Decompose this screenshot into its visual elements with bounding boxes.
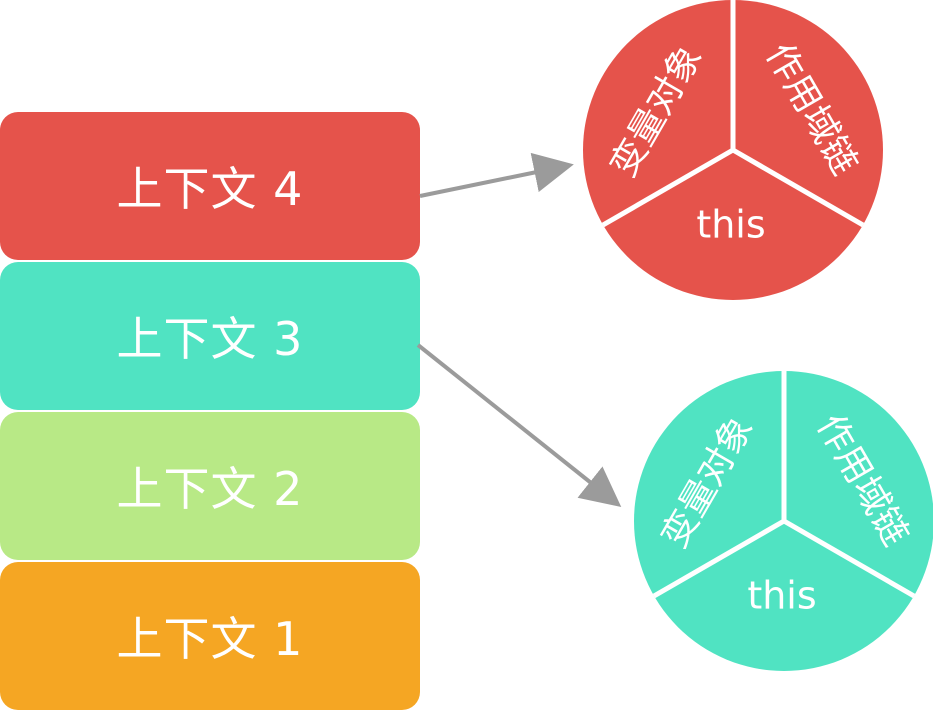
- context-3-pie: 变量对象 作用域链 this: [634, 371, 933, 671]
- context-box-3: 上下文 3: [0, 262, 420, 410]
- arrow-context-3: [416, 343, 622, 507]
- context-label-1: 上下文 1: [116, 612, 304, 666]
- context-label-3: 上下文 3: [116, 312, 304, 366]
- context-label-2: 上下文 2: [116, 462, 304, 516]
- context-4-pie: 变量对象 作用域链 this: [583, 0, 883, 300]
- pie-divider: [601, 147, 735, 228]
- context-box-2: 上下文 2: [0, 412, 420, 560]
- arrow-context-4: [419, 152, 574, 198]
- context-box-1: 上下文 1: [0, 562, 420, 710]
- context-box-4: 上下文 4: [0, 112, 420, 260]
- context-label-4: 上下文 4: [116, 162, 304, 216]
- this-label: this: [747, 574, 816, 618]
- pie-divider: [652, 518, 786, 599]
- pie-divider: [731, 147, 865, 228]
- this-label: this: [696, 203, 765, 247]
- pie-divider: [782, 518, 916, 599]
